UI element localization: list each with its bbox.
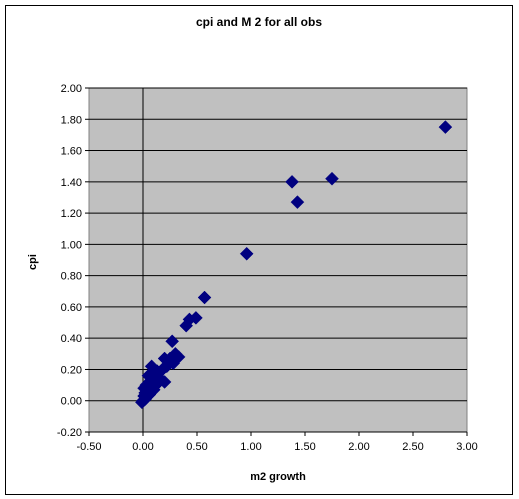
data-point <box>162 354 176 369</box>
y-axis-label: cpi <box>27 254 39 270</box>
y-tick-label: 0.80 <box>61 271 82 283</box>
y-tick-label: 0.00 <box>61 396 82 408</box>
data-point <box>438 120 453 134</box>
y-tick-label: 1.60 <box>61 146 82 158</box>
data-point <box>150 364 164 378</box>
x-axis-label: m2 growth <box>250 471 306 483</box>
x-tick-label: 1.50 <box>294 441 315 453</box>
x-tick-label: 0.50 <box>186 441 207 453</box>
y-tick-label: 1.00 <box>61 239 82 251</box>
data-point <box>197 290 212 305</box>
x-tick-label: 2.50 <box>402 441 423 453</box>
data-point <box>165 334 180 349</box>
y-tick-label: 1.80 <box>61 114 82 126</box>
data-point <box>285 174 299 189</box>
x-tick-labels: -0.50 0.00 0.50 1.00 1.50 2.00 2.50 3.00 <box>76 441 477 453</box>
data-point <box>325 171 339 186</box>
y-tick-label: 1.40 <box>61 177 82 189</box>
data-point <box>143 386 158 400</box>
data-point <box>239 246 254 261</box>
x-tick-label: 2.00 <box>348 441 369 453</box>
y-tick-label: -0.20 <box>57 427 82 439</box>
data-points <box>135 120 453 410</box>
y-tick-label: 0.20 <box>61 364 82 376</box>
y-tick-labels: -0.20 0.00 0.20 0.40 0.60 0.80 1.00 1.20 1.40 1.6… <box>57 83 82 439</box>
y-tick-label: 0.40 <box>61 333 82 345</box>
y-tick-label: 0.60 <box>61 302 82 314</box>
x-tick-label: -0.50 <box>76 441 101 453</box>
data-point <box>179 318 194 333</box>
data-point <box>290 195 305 209</box>
chart-title: cpi and M 2 for all obs <box>196 15 322 29</box>
x-tick-label: 1.00 <box>240 441 261 453</box>
y-tick-label: 2.00 <box>61 83 82 95</box>
y-tick-label: 1.20 <box>61 208 82 220</box>
x-tick-label: 0.00 <box>132 441 153 453</box>
x-tick-label: 3.00 <box>456 441 477 453</box>
